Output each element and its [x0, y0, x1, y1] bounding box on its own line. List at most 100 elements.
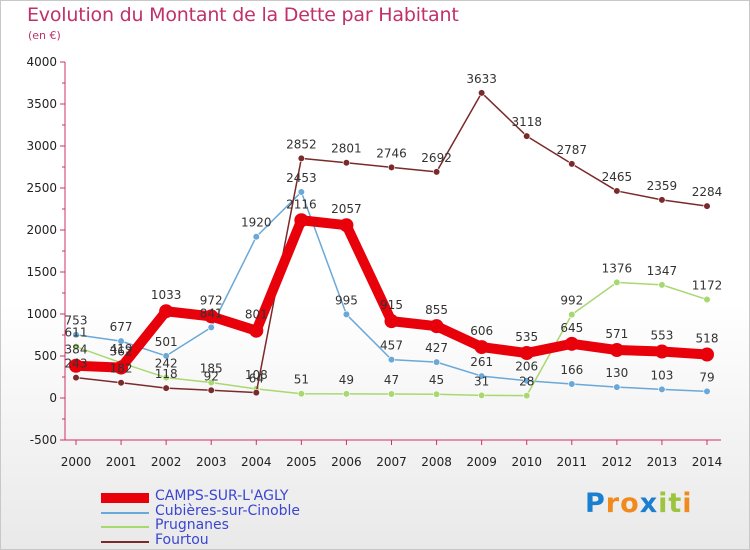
- legend-swatch: [101, 526, 149, 528]
- data-point: [387, 163, 396, 171]
- data-point: [252, 233, 260, 241]
- data-label: 801: [245, 308, 268, 322]
- data-label: 645: [560, 321, 583, 335]
- data-label: 2692: [421, 151, 452, 165]
- legend-label: CAMPS-SUR-L'AGLY: [155, 488, 289, 504]
- data-label: 2852: [286, 137, 317, 151]
- x-tick-label: 2008: [421, 455, 452, 469]
- data-label: 3633: [466, 72, 497, 86]
- data-point: [613, 278, 621, 287]
- data-point: [613, 383, 621, 391]
- data-label: 1347: [647, 264, 678, 278]
- data-point: [429, 319, 444, 334]
- data-point: [384, 314, 399, 329]
- data-label: 49: [339, 373, 354, 387]
- data-label: 130: [605, 366, 628, 380]
- data-label: 166: [560, 363, 583, 377]
- x-tick-label: 2007: [376, 455, 407, 469]
- data-point: [249, 323, 264, 338]
- data-point: [658, 385, 666, 393]
- data-label: 79: [699, 370, 714, 384]
- y-tick-label: 0: [49, 391, 57, 405]
- data-point: [700, 347, 714, 362]
- data-label: 611: [65, 326, 88, 340]
- logo-letter: x: [639, 488, 659, 519]
- data-point: [339, 218, 354, 233]
- data-label: 995: [335, 293, 358, 307]
- data-label: 384: [65, 343, 88, 357]
- x-tick-label: 2009: [466, 455, 497, 469]
- y-tick-label: 3000: [26, 139, 57, 153]
- data-label: 992: [560, 294, 583, 308]
- data-point: [568, 380, 576, 388]
- x-tick-label: 2010: [511, 455, 542, 469]
- data-point: [72, 343, 80, 351]
- data-point: [564, 336, 579, 351]
- data-label: 28: [519, 375, 534, 389]
- data-point: [297, 188, 305, 196]
- data-label: 118: [155, 367, 178, 381]
- data-label: 606: [470, 324, 493, 338]
- data-label: 1376: [602, 261, 633, 275]
- x-tick-label: 2004: [241, 455, 272, 469]
- y-tick-label: 2500: [26, 181, 57, 195]
- data-point: [519, 346, 534, 361]
- x-tick-label: 2013: [647, 455, 678, 469]
- data-label: 1033: [151, 288, 182, 302]
- data-label: 51: [294, 373, 309, 387]
- legend-swatch: [101, 511, 149, 514]
- data-label: 2116: [286, 197, 317, 211]
- data-point: [162, 352, 170, 360]
- data-point: [613, 187, 621, 195]
- x-tick-label: 2000: [61, 455, 92, 469]
- logo-letter: r: [605, 488, 621, 519]
- logo-letter: P: [585, 488, 606, 519]
- data-point: [342, 310, 351, 319]
- chart-title: Evolution du Montant de la Dette par Hab…: [27, 4, 459, 26]
- chart-unit: (en €): [28, 29, 61, 42]
- x-tick-label: 2014: [692, 455, 723, 469]
- y-tick-label: 2000: [26, 223, 57, 237]
- data-point: [568, 311, 576, 319]
- y-tick-label: 3500: [26, 97, 57, 111]
- data-label: 972: [200, 293, 223, 307]
- data-label: 47: [384, 373, 399, 387]
- data-point: [387, 390, 396, 398]
- data-label: 3118: [511, 115, 542, 129]
- logo-letter: i: [682, 488, 693, 519]
- logo-letter: i: [658, 488, 669, 519]
- data-label: 92: [204, 369, 219, 383]
- data-label: 242: [155, 357, 178, 371]
- data-label: 2746: [376, 146, 407, 160]
- data-point: [297, 390, 305, 398]
- data-label: 182: [110, 362, 133, 376]
- data-point: [703, 202, 711, 210]
- x-tick-label: 2005: [286, 455, 317, 469]
- data-label: 206: [515, 360, 538, 374]
- data-point: [703, 387, 711, 395]
- data-point: [159, 304, 174, 319]
- data-label: 31: [474, 374, 489, 388]
- data-label: 419: [110, 342, 133, 356]
- data-label: 553: [650, 329, 673, 343]
- data-label: 677: [110, 320, 133, 334]
- data-point: [654, 344, 669, 359]
- data-label: 518: [696, 331, 719, 345]
- data-point: [523, 377, 531, 385]
- data-point: [117, 379, 125, 387]
- data-point: [478, 372, 486, 380]
- data-point: [204, 309, 219, 324]
- data-label: 501: [155, 335, 178, 349]
- legend-label: Fourtou: [155, 531, 209, 548]
- data-point: [342, 390, 351, 398]
- x-tick-label: 2012: [602, 455, 633, 469]
- data-label: 427: [425, 341, 448, 355]
- data-point: [523, 132, 531, 140]
- data-point: [523, 392, 531, 400]
- data-point: [703, 295, 711, 304]
- legend-swatch: [101, 493, 149, 503]
- data-label: 2787: [557, 143, 588, 157]
- data-label: 64: [249, 372, 264, 386]
- data-label: 457: [380, 339, 403, 353]
- data-label: 2284: [692, 185, 723, 199]
